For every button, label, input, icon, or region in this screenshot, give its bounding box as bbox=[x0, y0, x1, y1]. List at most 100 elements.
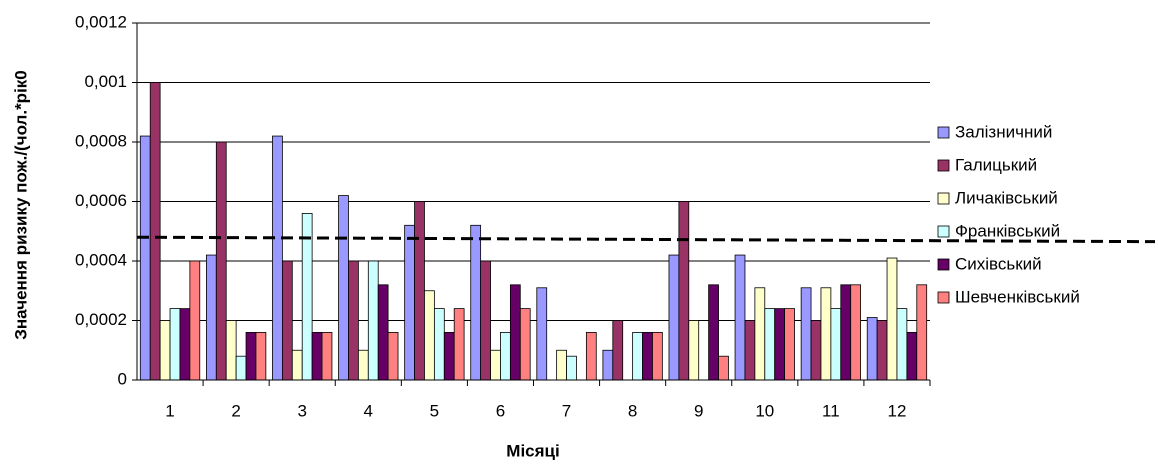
y-tick-label: 0,0002 bbox=[75, 310, 127, 329]
bar bbox=[585, 331, 597, 381]
bar bbox=[500, 331, 511, 381]
bar bbox=[255, 331, 267, 381]
bar bbox=[784, 308, 795, 381]
bar bbox=[338, 195, 349, 381]
bar bbox=[205, 254, 217, 381]
y-tick-label: 0,001 bbox=[84, 72, 127, 91]
x-tick-label: 6 bbox=[496, 401, 505, 420]
bar bbox=[433, 308, 445, 381]
x-tick-label: 4 bbox=[364, 401, 373, 420]
bar bbox=[876, 320, 888, 381]
bar bbox=[688, 320, 700, 381]
bar bbox=[272, 135, 283, 381]
bar bbox=[377, 284, 389, 381]
bar bbox=[149, 82, 161, 381]
legend-label: Залізничний bbox=[955, 122, 1052, 141]
bar bbox=[820, 287, 832, 381]
bar bbox=[509, 284, 521, 381]
bar bbox=[470, 224, 482, 381]
bar bbox=[668, 254, 680, 381]
bar bbox=[896, 308, 908, 381]
legend-label: Галицький bbox=[955, 155, 1037, 174]
bar bbox=[566, 355, 577, 381]
bar bbox=[830, 308, 842, 381]
legend-label: Сихівський bbox=[955, 254, 1042, 273]
legend-swatch bbox=[937, 192, 950, 205]
x-tick-label: 7 bbox=[562, 401, 571, 420]
bar bbox=[235, 355, 247, 381]
x-tick-label: 8 bbox=[628, 401, 637, 420]
bar bbox=[245, 331, 257, 381]
legend-swatch bbox=[937, 159, 950, 172]
y-tick-label: 0,0012 bbox=[75, 12, 127, 31]
bar bbox=[291, 349, 303, 381]
legend-label: Шевченківський bbox=[955, 287, 1080, 306]
bar bbox=[139, 135, 151, 381]
legend-label: Франківський bbox=[955, 221, 1060, 240]
bar bbox=[810, 320, 822, 381]
bar bbox=[800, 287, 812, 381]
x-tick-label: 1 bbox=[165, 401, 174, 420]
bar bbox=[708, 284, 719, 381]
bar bbox=[179, 308, 191, 381]
y-tick-label: 0,0006 bbox=[75, 191, 127, 210]
legend-swatch bbox=[937, 225, 950, 238]
bar bbox=[764, 308, 776, 381]
x-tick-label: 9 bbox=[694, 401, 703, 420]
bar bbox=[754, 287, 766, 381]
bar bbox=[189, 260, 201, 381]
y-tick-label: 0 bbox=[118, 369, 127, 388]
legend-swatch bbox=[937, 258, 950, 271]
legend-label: Личаківський bbox=[955, 188, 1058, 207]
bar bbox=[367, 260, 379, 381]
bar bbox=[612, 320, 624, 381]
x-tick-label: 10 bbox=[755, 401, 774, 420]
legend-swatch bbox=[937, 126, 950, 139]
bar bbox=[424, 290, 435, 381]
bar bbox=[866, 317, 878, 381]
bar bbox=[519, 308, 531, 381]
reference-line bbox=[136, 235, 1156, 244]
bar bbox=[602, 349, 614, 381]
bar bbox=[718, 355, 729, 381]
bar bbox=[642, 331, 653, 381]
bar bbox=[734, 254, 746, 381]
bar bbox=[321, 331, 333, 381]
bar bbox=[348, 260, 359, 381]
bar bbox=[480, 260, 491, 381]
bar bbox=[169, 308, 181, 381]
bar bbox=[281, 260, 293, 381]
x-tick-label: 3 bbox=[297, 401, 306, 420]
y-axis-label: Значення ризику пож./(чол.*рік0 bbox=[11, 70, 30, 340]
bar bbox=[916, 284, 928, 381]
bar bbox=[678, 201, 690, 381]
bar bbox=[443, 331, 455, 381]
bar bbox=[215, 141, 227, 381]
bar bbox=[404, 224, 415, 381]
bar bbox=[453, 308, 465, 381]
bar bbox=[774, 308, 786, 381]
bar bbox=[159, 320, 171, 381]
bar bbox=[632, 331, 643, 381]
bar bbox=[850, 284, 862, 381]
bar bbox=[311, 331, 323, 381]
bar bbox=[906, 331, 918, 381]
bar bbox=[414, 201, 425, 381]
x-tick-label: 5 bbox=[430, 401, 439, 420]
x-tick-label: 11 bbox=[822, 401, 840, 420]
bar bbox=[387, 331, 399, 381]
bar bbox=[556, 349, 567, 381]
x-tick-label: 2 bbox=[231, 401, 240, 420]
bar bbox=[652, 331, 663, 381]
legend-swatch bbox=[937, 291, 950, 304]
y-tick-label: 0,0008 bbox=[75, 131, 127, 150]
bar bbox=[840, 284, 852, 381]
x-axis-label: Місяці bbox=[506, 441, 559, 460]
bar bbox=[744, 320, 756, 381]
y-tick-label: 0,0004 bbox=[75, 250, 127, 269]
bar bbox=[490, 349, 501, 381]
bar bbox=[886, 257, 898, 381]
bar bbox=[357, 349, 369, 381]
bar bbox=[536, 287, 548, 381]
